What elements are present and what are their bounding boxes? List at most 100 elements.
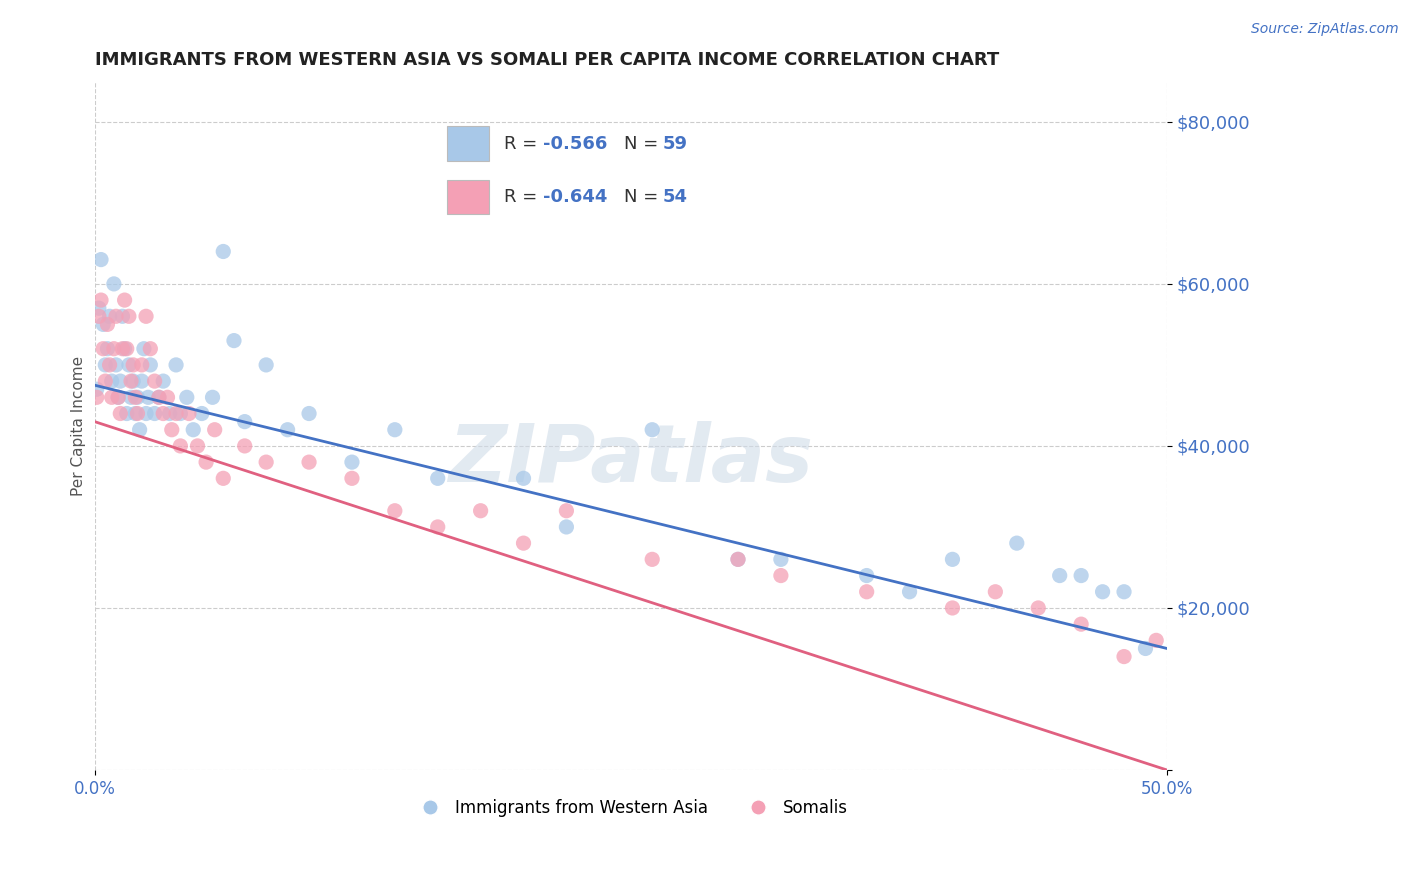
Point	[277, 423, 299, 437]
Point	[1070, 568, 1092, 582]
Point	[124, 407, 146, 421]
Point	[470, 504, 492, 518]
Point	[1091, 584, 1114, 599]
Point	[340, 455, 363, 469]
Point	[114, 293, 136, 307]
Point	[769, 568, 792, 582]
Point	[122, 358, 145, 372]
Point	[115, 342, 138, 356]
Point	[87, 301, 110, 316]
Point	[186, 439, 208, 453]
Point	[132, 342, 155, 356]
Point	[176, 390, 198, 404]
Point	[105, 358, 128, 372]
Point	[298, 455, 321, 469]
Point	[105, 310, 128, 324]
Point	[159, 407, 181, 421]
Point	[87, 310, 110, 324]
Point	[96, 342, 118, 356]
Point	[103, 342, 125, 356]
Point	[169, 439, 191, 453]
Point	[96, 318, 118, 332]
Point	[298, 407, 321, 421]
Point	[160, 423, 183, 437]
Point	[98, 358, 121, 372]
Point	[118, 358, 141, 372]
Point	[340, 471, 363, 485]
Point	[426, 471, 449, 485]
Point	[124, 390, 146, 404]
Point	[90, 293, 112, 307]
Point	[91, 342, 114, 356]
Point	[115, 407, 138, 421]
Point	[855, 568, 877, 582]
Point	[984, 584, 1007, 599]
Point	[181, 423, 204, 437]
Point	[135, 407, 157, 421]
Point	[107, 390, 129, 404]
Point	[204, 423, 226, 437]
Point	[120, 390, 142, 404]
Point	[110, 407, 132, 421]
Point	[103, 277, 125, 291]
Point	[90, 252, 112, 267]
Point	[222, 334, 245, 348]
Point	[384, 504, 406, 518]
Point	[254, 358, 277, 372]
Point	[118, 310, 141, 324]
Point	[1070, 617, 1092, 632]
Text: ZIPatlas: ZIPatlas	[449, 421, 813, 500]
Point	[1112, 649, 1135, 664]
Point	[254, 455, 277, 469]
Point	[111, 310, 134, 324]
Point	[165, 407, 187, 421]
Point	[769, 552, 792, 566]
Point	[212, 471, 235, 485]
Point	[233, 415, 256, 429]
Point	[148, 390, 170, 404]
Point	[1135, 641, 1157, 656]
Point	[111, 342, 134, 356]
Point	[98, 310, 121, 324]
Y-axis label: Per Capita Income: Per Capita Income	[72, 356, 86, 496]
Point	[512, 471, 534, 485]
Point	[94, 374, 117, 388]
Point	[135, 310, 157, 324]
Point	[1026, 601, 1049, 615]
Point	[94, 358, 117, 372]
Point	[165, 358, 187, 372]
Point	[1144, 633, 1167, 648]
Point	[384, 423, 406, 437]
Point	[110, 374, 132, 388]
Point	[201, 390, 224, 404]
Point	[107, 390, 129, 404]
Point	[127, 407, 149, 421]
Point	[100, 374, 122, 388]
Point	[941, 601, 963, 615]
Point	[156, 390, 179, 404]
Point	[727, 552, 749, 566]
Point	[143, 374, 166, 388]
Point	[143, 407, 166, 421]
Point	[212, 244, 235, 259]
Point	[641, 552, 664, 566]
Legend: Immigrants from Western Asia, Somalis: Immigrants from Western Asia, Somalis	[406, 792, 855, 823]
Point	[426, 520, 449, 534]
Point	[131, 358, 153, 372]
Point	[195, 455, 218, 469]
Point	[555, 520, 578, 534]
Point	[941, 552, 963, 566]
Point	[139, 358, 162, 372]
Point	[1112, 584, 1135, 599]
Point	[120, 374, 142, 388]
Point	[91, 318, 114, 332]
Point	[898, 584, 921, 599]
Text: Source: ZipAtlas.com: Source: ZipAtlas.com	[1251, 22, 1399, 37]
Point	[191, 407, 214, 421]
Point	[1005, 536, 1028, 550]
Point	[855, 584, 877, 599]
Point	[727, 552, 749, 566]
Point	[86, 382, 108, 396]
Point	[148, 390, 170, 404]
Point	[100, 390, 122, 404]
